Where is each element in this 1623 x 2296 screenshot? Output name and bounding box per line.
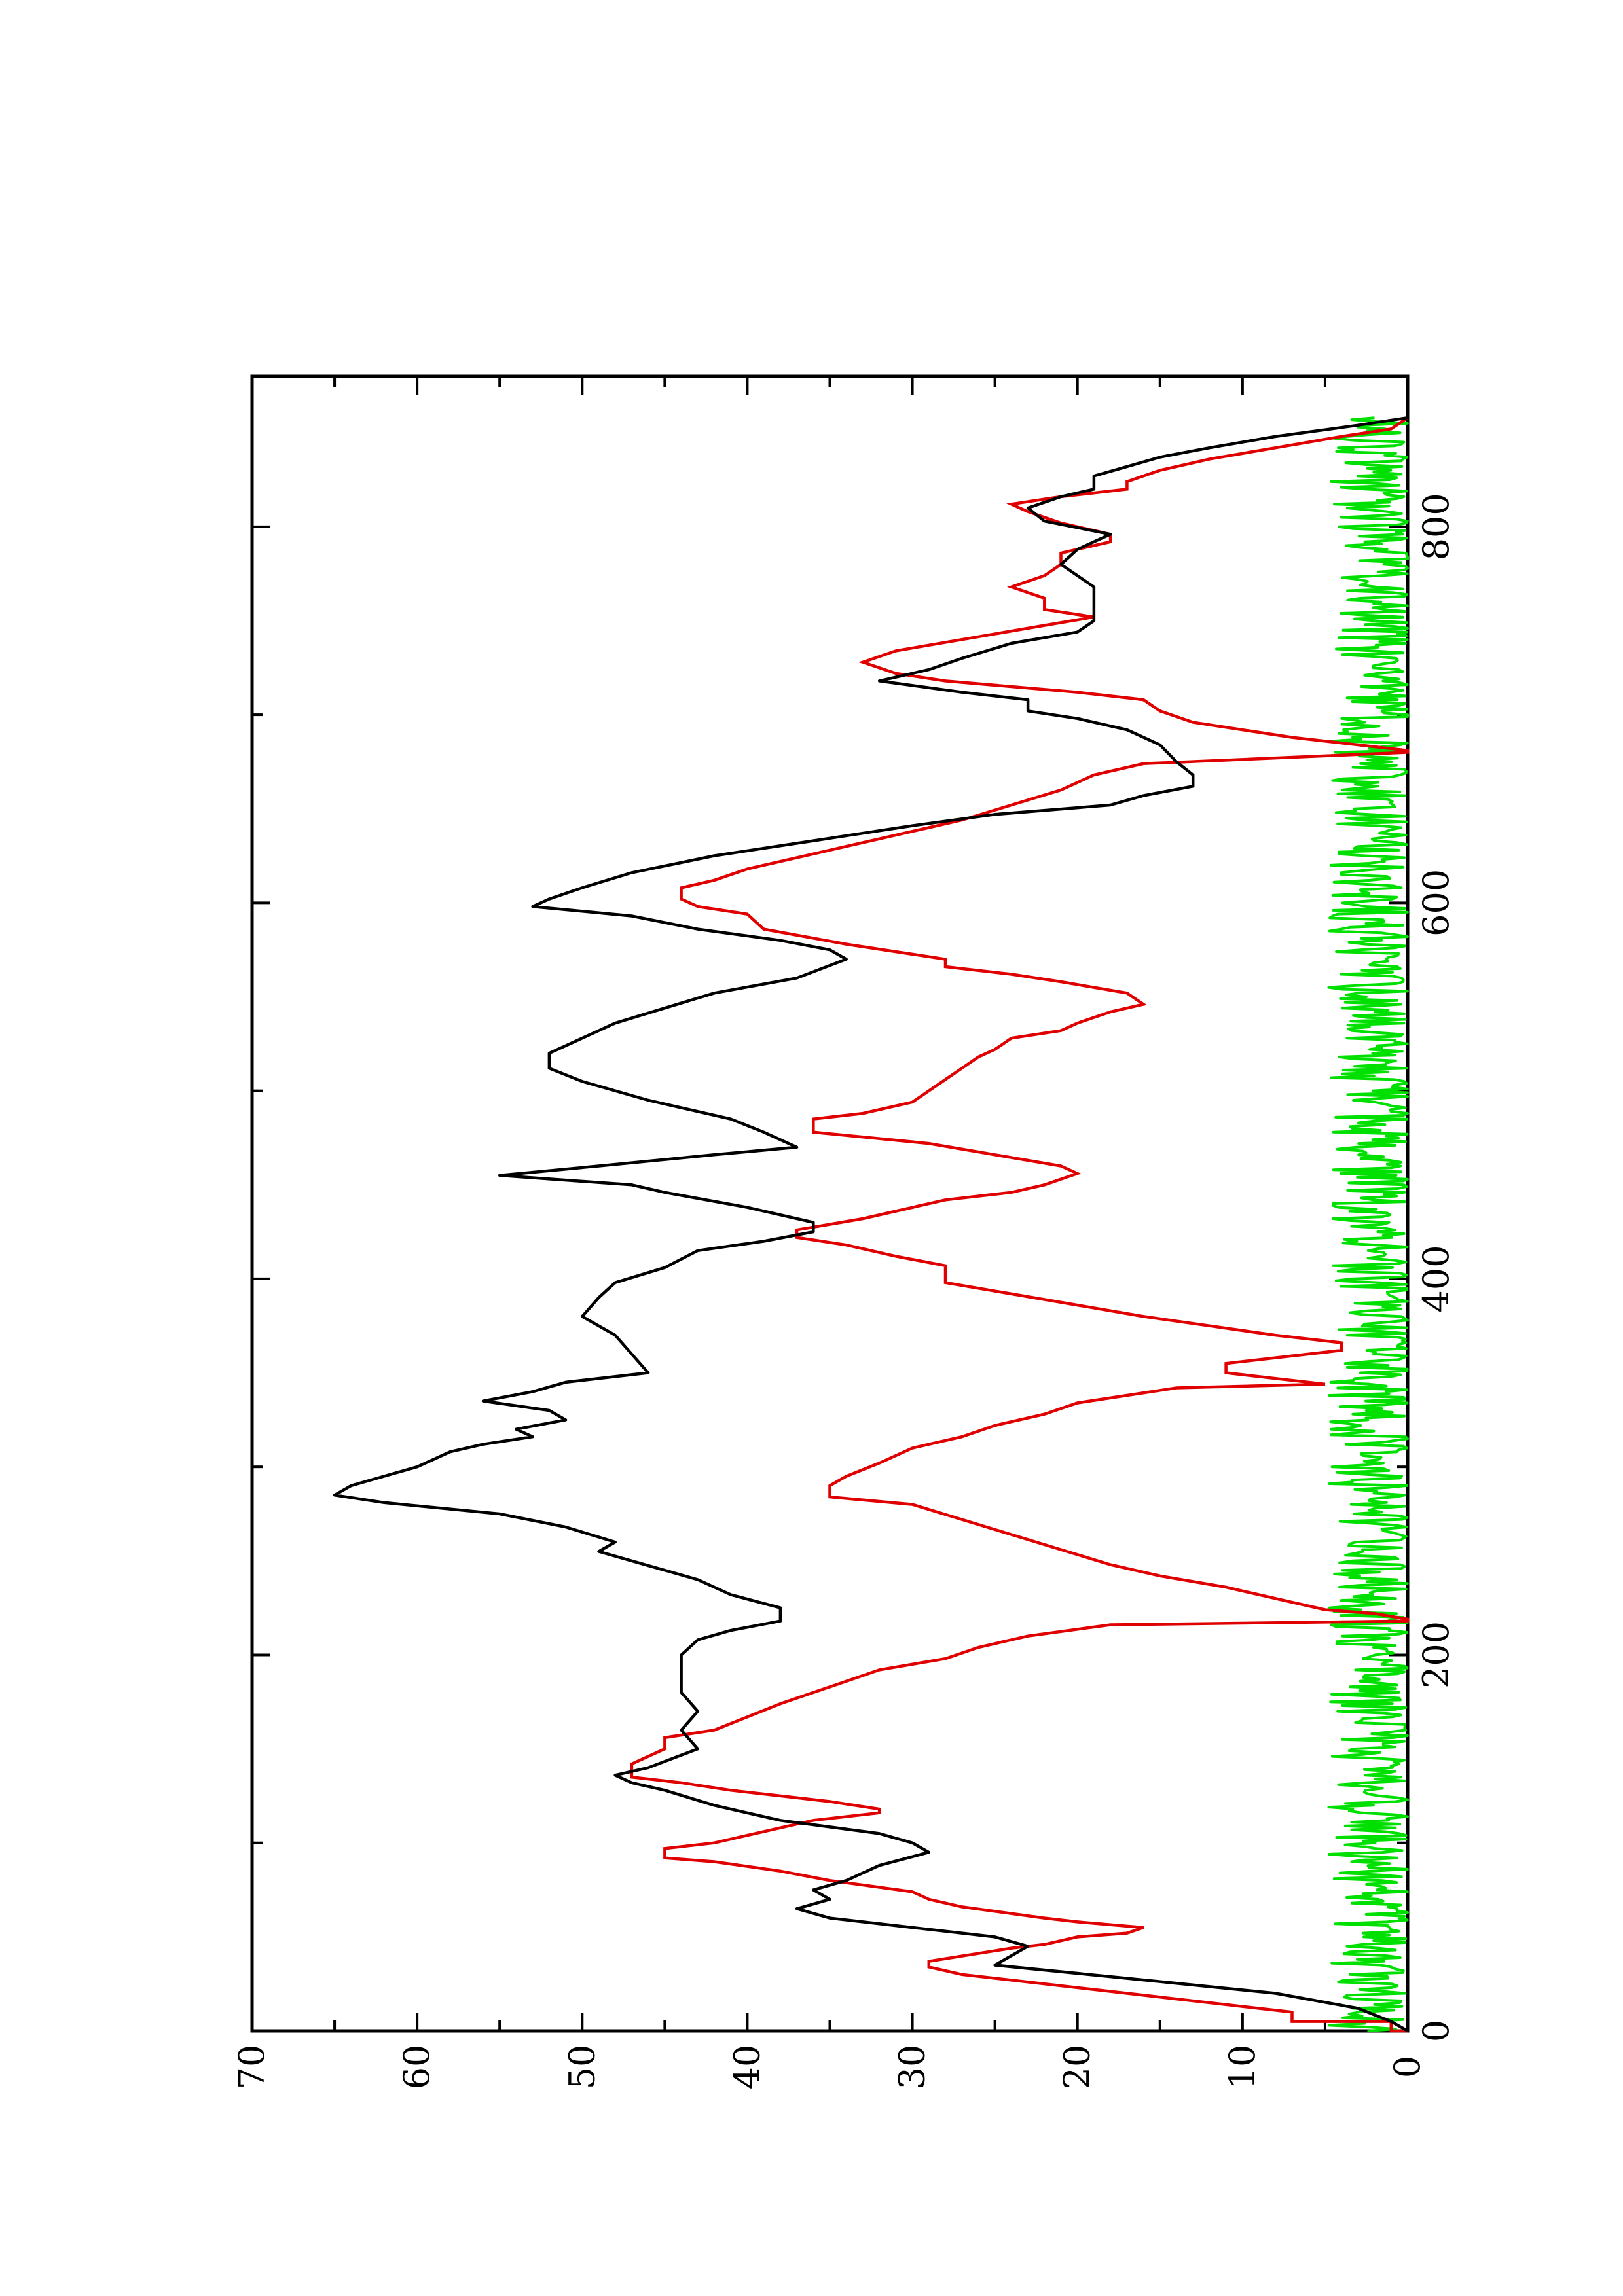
ticks (251, 376, 1409, 2032)
series-line-red (630, 416, 1410, 2033)
plot-frame (250, 374, 1410, 2033)
y-tick-label: 30 (892, 2045, 933, 2090)
x-tick-label: 800 (1415, 493, 1457, 560)
y-tick-label: 10 (1222, 2045, 1263, 2090)
x-tick-label: 200 (1415, 1621, 1457, 1689)
x-tick-label: 0 (1415, 2020, 1457, 2042)
x-tick-label: 400 (1415, 1245, 1457, 1312)
series-layer (333, 416, 1410, 2033)
y-tick-label: 60 (396, 2045, 437, 2090)
series-line-black (333, 416, 1409, 2032)
y-tick-label: 40 (726, 2045, 767, 2090)
y-tick-label: 0 (1387, 2056, 1428, 2078)
tick-labels: 0 200 400 600 800 0 10 20 30 40 50 60 70 (231, 493, 1457, 2089)
y-tick-label: 20 (1057, 2045, 1098, 2090)
x-tick-label: 600 (1415, 869, 1457, 937)
series-line-green (1327, 416, 1409, 2032)
y-tick-label: 50 (561, 2045, 602, 2090)
y-tick-label: 70 (231, 2045, 272, 2090)
